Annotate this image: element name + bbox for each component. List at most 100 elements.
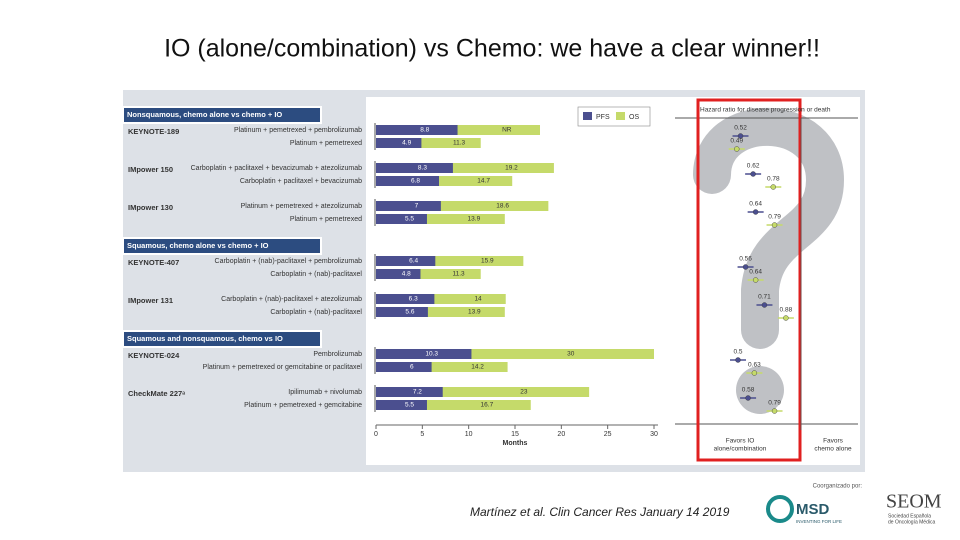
pfs-bar	[376, 201, 441, 211]
x-tick-label: 20	[557, 431, 565, 438]
legend-label: PFS	[596, 114, 610, 121]
hr-value-label: 0.79	[768, 214, 781, 221]
hr-point	[752, 277, 759, 283]
msd-logo-mark	[766, 495, 794, 523]
arm-label: Carboplatin + (nab)-paclitaxel + atezoli…	[221, 296, 362, 303]
os-bar	[376, 400, 531, 410]
os-bar	[376, 387, 590, 397]
os-value-label: 23	[520, 389, 528, 396]
pfs-value-label: 5.5	[405, 402, 414, 409]
x-tick-label: 5	[420, 431, 424, 438]
trial-name: KEYNOTE-189	[128, 127, 179, 136]
x-tick-label: 10	[465, 431, 473, 438]
pfs-bar	[376, 362, 432, 372]
os-bar	[376, 163, 554, 173]
os-value-label: 30	[567, 351, 575, 358]
os-value-label: 13.9	[468, 309, 481, 316]
pfs-bar	[376, 163, 453, 173]
os-value-label: 16.7	[481, 402, 494, 409]
os-bar	[376, 294, 506, 304]
section-header-text: Nonsquamous, chemo alone vs chemo + IO	[127, 110, 282, 119]
pfs-value-label: 4.8	[402, 271, 411, 278]
pfs-value-label: 4.9	[402, 140, 411, 147]
hr-value-label: 0.63	[748, 362, 761, 369]
pfs-bar	[376, 387, 443, 397]
legend-box	[577, 106, 651, 127]
pfs-value-label: 6	[410, 364, 414, 371]
hr-value-label: 0.88	[780, 307, 793, 314]
question-mark	[693, 107, 845, 349]
os-bar	[376, 349, 654, 359]
os-bar	[376, 362, 508, 372]
trial-name: KEYNOTE-407	[128, 258, 179, 267]
arm-label: Platinum + pemetrexed	[290, 216, 362, 223]
logo-caption: Coorganizado por:	[813, 484, 863, 490]
arm-label: Ipilimumab + nivolumab	[288, 389, 362, 396]
arm-label: Carboplatin + paclitaxel + bevacizumab +…	[191, 165, 363, 172]
os-bar	[376, 201, 549, 211]
hr-title: Hazard ratio for disease progression or …	[700, 107, 831, 114]
favors-label: alone/combination	[714, 446, 767, 453]
pfs-value-label: 6.4	[409, 258, 418, 265]
os-value-label: 11.3	[453, 271, 466, 278]
os-value-label: 11.3	[453, 140, 466, 147]
pfs-bar	[376, 294, 435, 304]
arm-label: Platinum + pemetrexed + atezolizumab	[241, 203, 363, 210]
x-tick-label: 25	[604, 431, 612, 438]
legend-swatch	[616, 112, 625, 120]
favors-label: Favors	[823, 438, 844, 445]
x-tick-label: 15	[511, 431, 519, 438]
hr-value-label: 0.62	[747, 163, 760, 170]
legend-swatch	[583, 112, 592, 120]
pfs-value-label: 6.8	[411, 178, 420, 185]
hr-point	[735, 357, 741, 363]
pfs-value-label: 6.3	[409, 296, 418, 303]
pfs-bar	[376, 269, 421, 279]
os-value-label: 15.9	[481, 258, 494, 265]
hr-value-label: 0.49	[730, 138, 743, 145]
pfs-bar	[376, 138, 422, 148]
msd-tagline: INVENTING FOR LIFE	[796, 519, 842, 524]
arm-label: Carboplatin + (nab)-paclitaxel + pembrol…	[215, 258, 363, 265]
arm-label: Pembrolizumab	[313, 351, 362, 358]
arm-label: Carboplatin + (nab)-paclitaxel	[270, 271, 362, 278]
hr-point	[742, 264, 749, 270]
hr-value-label: 0.56	[739, 256, 752, 263]
favors-label: chemo alone	[814, 446, 852, 453]
highlight-box	[696, 98, 802, 462]
pfs-value-label: 8.3	[418, 165, 427, 172]
arm-label: Platinum + pemetrexed + gemcitabine	[244, 402, 362, 409]
os-value-label: 13.9	[468, 216, 481, 223]
pfs-bar	[376, 214, 427, 224]
hr-point	[761, 302, 768, 308]
section-header	[122, 106, 322, 124]
msd-logo: MSD	[796, 501, 830, 518]
os-value-label: 14.2	[471, 364, 484, 371]
pfs-value-label: 7	[415, 203, 419, 210]
trial-name: KEYNOTE-024	[128, 351, 180, 360]
section-header-text: Squamous, chemo alone vs chemo + IO	[127, 241, 269, 250]
hr-value-label: 0.5	[733, 349, 742, 356]
section-header	[122, 330, 322, 348]
hr-point	[783, 315, 789, 321]
question-mark-dot	[736, 366, 784, 414]
os-value-label: 14.7	[477, 178, 490, 185]
os-value-label: NR	[502, 127, 512, 134]
hr-point	[745, 395, 751, 401]
pfs-bar	[376, 349, 472, 359]
pfs-value-label: 8.8	[420, 127, 429, 134]
pfs-bar	[376, 256, 436, 266]
pfs-value-label: 10.3	[425, 351, 438, 358]
pfs-value-label: 5.6	[405, 309, 414, 316]
os-bar	[376, 256, 524, 266]
seom-tagline: Sociedad Española	[888, 513, 931, 519]
os-bar	[376, 125, 540, 135]
x-axis-label: Months	[503, 440, 528, 447]
hr-point	[734, 146, 740, 152]
os-bar	[376, 138, 481, 148]
hr-value-label: 0.71	[758, 294, 771, 301]
x-tick-label: 30	[650, 431, 658, 438]
os-bar	[376, 176, 513, 186]
